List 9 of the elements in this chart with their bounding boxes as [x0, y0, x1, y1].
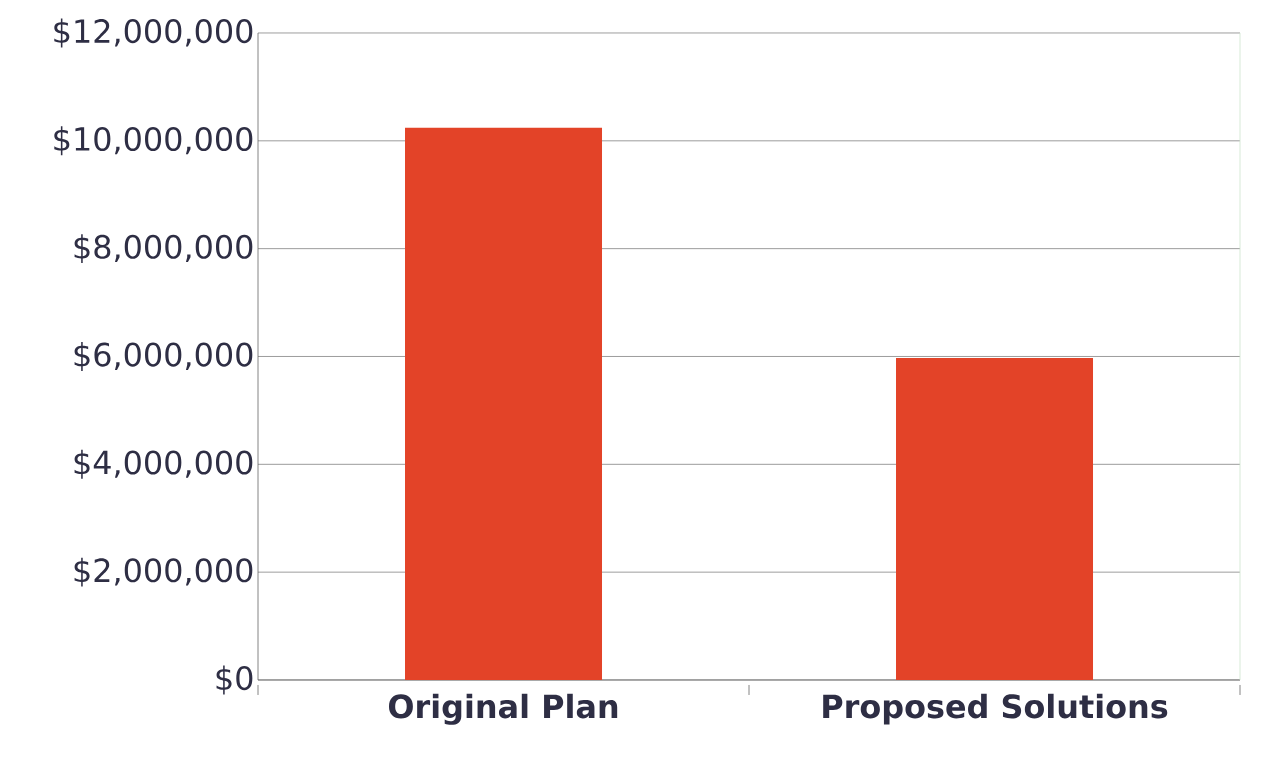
x-tick-label: Proposed Solutions: [823, 693, 1168, 725]
y-tick-label: $2,000,000: [74, 557, 253, 587]
y-tick-label: $0: [216, 665, 253, 695]
y-tick-label: $10,000,000: [54, 126, 253, 156]
y-tick-label: $8,000,000: [74, 234, 253, 264]
y-tick-label: $4,000,000: [74, 449, 253, 479]
y-tick-label: $6,000,000: [74, 342, 253, 371]
y-tick-label: $12,000,000: [54, 18, 253, 48]
x-tick-label: Original Plan: [388, 693, 618, 725]
